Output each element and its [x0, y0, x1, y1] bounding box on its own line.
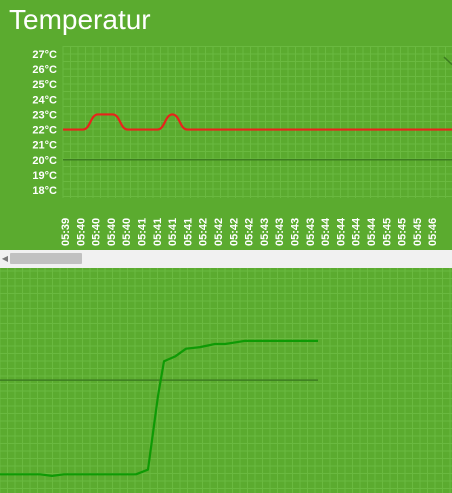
y-tick-label: 21°C: [32, 140, 57, 152]
x-tick-label: 05:43: [259, 218, 271, 246]
y-tick-label: 25°C: [32, 79, 57, 91]
series-line-green: [0, 339, 318, 477]
x-tick-label: 05:46: [427, 218, 439, 246]
x-tick-label: 05:41: [167, 218, 179, 246]
x-tick-label: 05:42: [244, 218, 256, 246]
x-tick-label: 05:43: [274, 218, 286, 246]
secondary-chart: [0, 268, 452, 493]
y-tick-label: 19°C: [32, 170, 57, 182]
y-tick-label: 18°C: [32, 185, 57, 197]
x-tick-label: 05:44: [366, 217, 378, 246]
x-tick-label: 05:40: [106, 218, 118, 246]
x-tick-label: 05:39: [60, 218, 72, 246]
y-tick-label: 20°C: [32, 155, 57, 167]
scroll-left-arrow-icon[interactable]: ◀: [1, 254, 9, 263]
x-tick-label: 05:40: [91, 218, 103, 246]
series-line-red: [63, 113, 452, 131]
x-tick-label: 05:41: [137, 218, 149, 246]
x-tick-label: 05:42: [228, 218, 240, 246]
x-tick-label: 05:45: [412, 218, 424, 246]
series-line-edge: [443, 56, 452, 66]
temperature-chart: 27°C 26°C 25°C 24°C 23°C 22°C 21°C 20°C 19°C 18°C…: [32, 46, 452, 246]
x-tick-label: 05:42: [213, 218, 225, 246]
x-tick-label: 05:42: [198, 218, 210, 246]
x-tick-label: 05:45: [397, 218, 409, 246]
x-tick-label: 05:41: [152, 218, 164, 246]
page-title: Temperatur: [9, 4, 151, 35]
x-tick-label: 05:43: [290, 218, 302, 246]
y-tick-label: 22°C: [32, 125, 57, 137]
scrollbar-thumb[interactable]: [10, 253, 82, 264]
x-tick-label: 05:44: [335, 217, 347, 246]
x-tick-label: 05:45: [381, 218, 393, 246]
y-tick-label: 23°C: [32, 109, 57, 121]
x-tick-label: 05:41: [182, 218, 194, 246]
y-tick-label: 26°C: [32, 64, 57, 76]
x-tick-label: 05:44: [351, 217, 363, 246]
y-tick-label: 27°C: [32, 49, 57, 61]
x-tick-label: 05:40: [75, 218, 87, 246]
x-tick-label: 05:40: [121, 218, 133, 246]
horizontal-scrollbar[interactable]: ◀: [0, 250, 452, 268]
x-tick-label: 05:44: [320, 217, 332, 246]
x-tick-label: 05:43: [305, 218, 317, 246]
y-tick-label: 24°C: [32, 94, 57, 106]
